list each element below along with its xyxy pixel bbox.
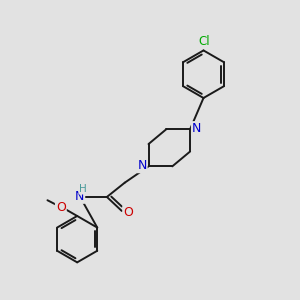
Text: H: H: [79, 184, 87, 194]
Text: N: N: [75, 190, 84, 203]
Text: Cl: Cl: [198, 35, 210, 48]
Text: O: O: [123, 206, 133, 219]
Text: N: N: [192, 122, 201, 135]
Text: O: O: [56, 201, 66, 214]
Text: N: N: [137, 159, 147, 172]
